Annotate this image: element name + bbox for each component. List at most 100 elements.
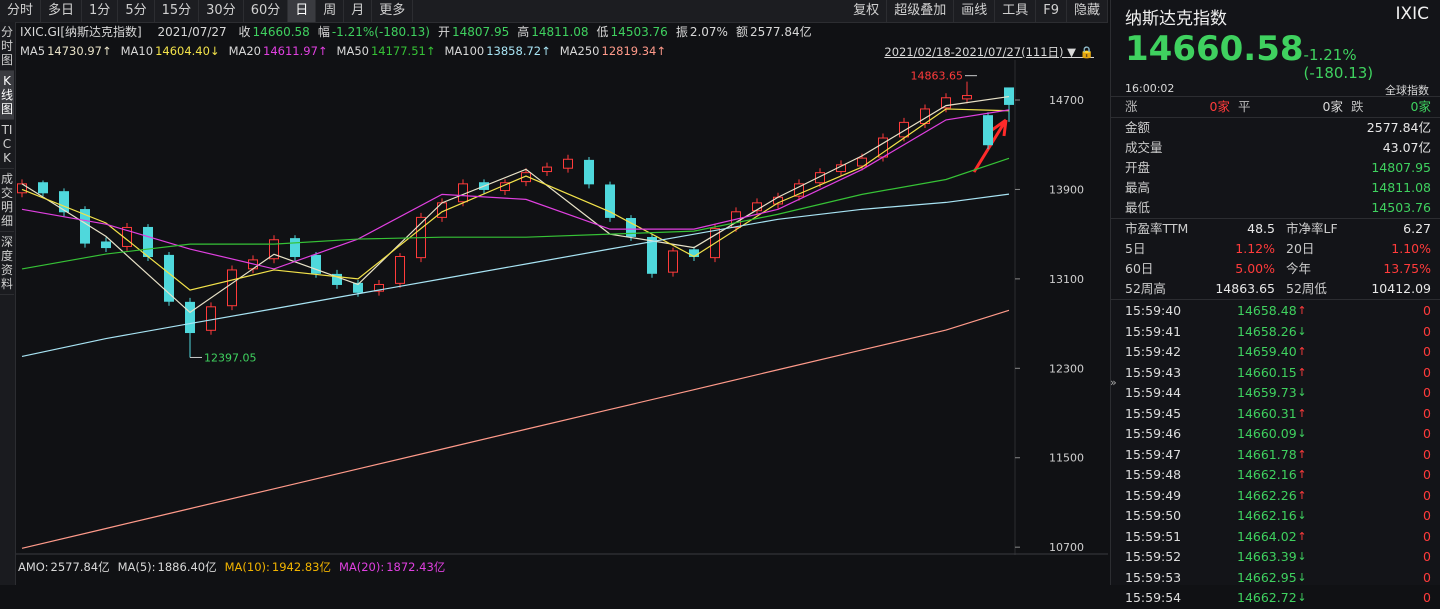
ma-line [21, 309, 1010, 549]
tick-row: 15:59:50 14662.16 ↓ 0 [1111, 506, 1440, 527]
volume-label: MA(5): [117, 560, 156, 574]
period-tab[interactable]: 分时 [0, 0, 42, 22]
candle-body [1004, 87, 1014, 105]
ratio-cell: 52周高 14863.65 [1125, 279, 1275, 299]
tool-button[interactable]: 画线 [954, 0, 996, 22]
volume-legend: AMO: 2577.84亿 MA(5): 1886.40亿 MA(10): 1942.83… [18, 559, 453, 575]
ratio-value: 10412.09 [1371, 281, 1431, 296]
sidebar-tab[interactable]: 分时图 [0, 22, 14, 71]
tool-button[interactable]: F9 [1036, 0, 1067, 22]
tool-button[interactable]: 超级叠加 [887, 0, 955, 22]
ratio-value: 13.75% [1383, 261, 1431, 276]
tick-price: 14662.95 [1237, 569, 1297, 585]
date-range[interactable]: 2021/02/18-2021/07/27(111日) ▼ 🔒 [884, 45, 1094, 59]
tick-volume: 0 [1423, 549, 1431, 564]
ratio-cell: 今年 13.75% [1276, 259, 1431, 279]
tick-time: 15:59:54 [1125, 590, 1182, 605]
candle-body [143, 226, 153, 258]
tick-arrow: ↑ [1297, 345, 1307, 358]
time-row: 16:00:02 全球指数 [1111, 82, 1440, 97]
tick-list: 15:59:40 14658.48 ↑ 0 15:59:41 14658.26 ↓ 0 15:5… [1111, 299, 1440, 609]
tick-arrow: ↑ [1297, 488, 1307, 502]
info-label: 开 [437, 25, 450, 39]
ratio-label: 52周高 [1125, 281, 1166, 296]
period-tabs: 分时 多日 1分 5分 15分 30分 60分日周月更多 [0, 0, 414, 22]
ratio-value: 6.27 [1403, 221, 1431, 236]
ma-value: 14177.51↑ [370, 44, 436, 58]
tick-price: 14662.26 [1237, 487, 1297, 503]
y-tick-label: 12300 [1049, 362, 1084, 375]
tick-time: 15:59:52 [1125, 549, 1182, 564]
stat-row: 金额 2577.84亿 [1111, 118, 1440, 138]
tick-arrow: ↓ [1297, 324, 1307, 338]
global-index-link[interactable]: 全球指数 [1385, 84, 1429, 97]
period-tab[interactable]: 月 [344, 0, 373, 22]
tick-arrow: ↓ [1297, 550, 1307, 563]
breadth-item: 跌 0家 [1351, 97, 1431, 117]
candle-body [59, 191, 69, 213]
candle-body [311, 254, 321, 274]
sidebar-tab[interactable]: 成交明细 [0, 169, 14, 232]
tick-volume: 0 [1423, 405, 1431, 421]
candle-body [353, 282, 363, 293]
sidebar-tab[interactable]: K线图 [0, 71, 14, 120]
tool-button[interactable]: 隐藏 [1067, 0, 1108, 22]
tick-volume: 0 [1423, 528, 1431, 544]
symbol: IXIC.GI[纳斯达克指数] [20, 25, 142, 39]
stat-value: 43.07亿 [1382, 140, 1431, 155]
info-label: 高 [517, 25, 530, 39]
candle-body [332, 273, 342, 285]
sidebar-tab[interactable]: 深度资料 [0, 232, 14, 295]
stat-label: 最低 [1125, 200, 1151, 215]
period-tab[interactable]: 60分 [244, 0, 289, 22]
last-price: 14660.58 [1125, 29, 1304, 69]
tick-volume: 0 [1423, 344, 1431, 359]
tick-price: 14662.72 [1237, 590, 1297, 605]
ratio-cell: 52周低 10412.09 [1276, 279, 1431, 299]
ratio-cell: 20日 1.10% [1276, 239, 1431, 259]
period-tab[interactable]: 周 [316, 0, 345, 22]
tick-arrow: ↓ [1297, 509, 1307, 522]
period-tab[interactable]: 1分 [82, 0, 119, 22]
ratio-label: 52周低 [1286, 281, 1327, 296]
tool-button[interactable]: 工具 [995, 0, 1037, 22]
period-tab[interactable]: 5分 [118, 0, 155, 22]
stat-label: 成交量 [1125, 140, 1163, 155]
tick-time: 15:59:41 [1125, 323, 1182, 339]
volume-value: 2577.84亿 [50, 560, 110, 574]
ratio-value: 1.10% [1391, 241, 1431, 256]
tick-row: 15:59:46 14660.09 ↓ 0 [1111, 424, 1440, 445]
ratio-row: 市盈率TTM 48.5 市净率LF 6.27 [1111, 219, 1440, 239]
info-value: 14660.58 [252, 25, 310, 39]
tick-price: 14659.40 [1237, 344, 1297, 359]
candle-body [941, 97, 951, 109]
period-tab[interactable]: 日 [288, 0, 317, 22]
y-tick-label: 10700 [1049, 541, 1084, 554]
chart: 10700 11500 12300 13100 13900 14700 14863.65 12… [16, 60, 1108, 555]
candle-body [857, 157, 867, 167]
breadth-label: 跌 [1351, 99, 1364, 114]
period-tab[interactable]: 30分 [199, 0, 244, 22]
tick-row: 15:59:47 14661.78 ↑ 0 [1111, 445, 1440, 466]
sidebar: 分时图 K线图 TICK 成交明细 深度资料 [0, 22, 16, 585]
candle-body [668, 250, 678, 273]
breadth-label: 平 [1238, 99, 1251, 114]
tick-time: 15:59:47 [1125, 446, 1182, 462]
candle-body [542, 166, 552, 173]
tool-button[interactable]: 复权 [846, 0, 888, 22]
annotation-label: 12397.05 [204, 351, 257, 364]
period-tab[interactable]: 15分 [155, 0, 200, 22]
tick-time: 15:59:50 [1125, 508, 1182, 523]
candle-body [626, 218, 636, 237]
ratio-row: 52周高 14863.65 52周低 10412.09 [1111, 279, 1440, 299]
index-code: IXIC [1395, 4, 1429, 24]
tick-time: 15:59:43 [1125, 364, 1182, 380]
tick-time: 15:59:49 [1125, 487, 1182, 503]
period-tab[interactable]: 多日 [41, 0, 83, 22]
y-tick-label: 14700 [1049, 94, 1084, 107]
change-abs: (-180.13) [1303, 64, 1374, 82]
sidebar-tab[interactable]: TICK [0, 120, 14, 169]
period-tab[interactable]: 更多 [372, 0, 414, 22]
collapse-handle[interactable]: » [1110, 376, 1117, 389]
stat-value: 2577.84亿 [1366, 120, 1431, 135]
